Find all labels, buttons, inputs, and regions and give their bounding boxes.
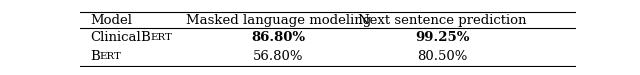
Text: 86.80%: 86.80%: [252, 31, 305, 44]
Text: Clinical: Clinical: [90, 31, 141, 44]
Text: B: B: [90, 50, 100, 63]
Text: Next sentence prediction: Next sentence prediction: [358, 14, 526, 27]
Text: B: B: [141, 31, 150, 44]
Text: Masked language modeling: Masked language modeling: [186, 14, 371, 27]
Text: Model: Model: [90, 14, 132, 27]
Text: ERT: ERT: [150, 33, 172, 42]
Text: 99.25%: 99.25%: [415, 31, 469, 44]
Text: 80.50%: 80.50%: [417, 50, 467, 63]
Text: 56.80%: 56.80%: [253, 50, 303, 63]
Text: ERT: ERT: [100, 52, 122, 61]
